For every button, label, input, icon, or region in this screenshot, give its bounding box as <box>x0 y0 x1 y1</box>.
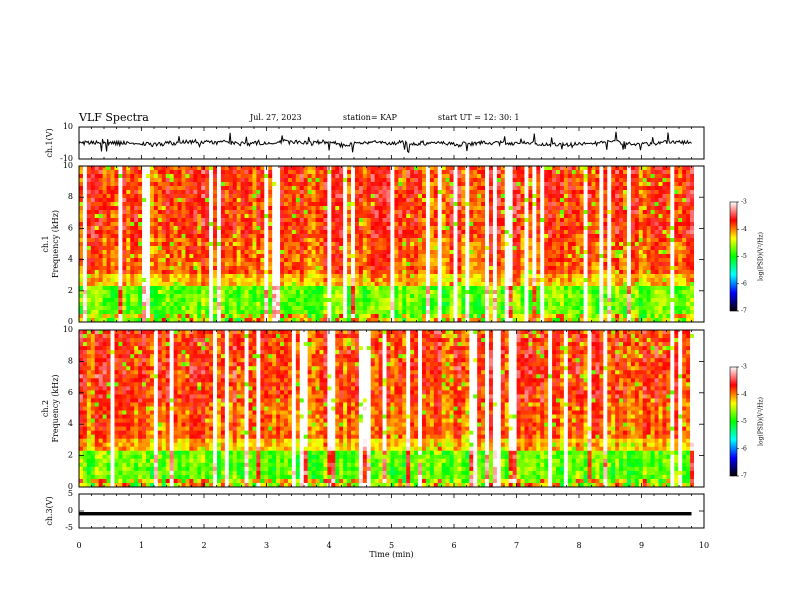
ch2-spectrogram-ytick-label: 4 <box>68 419 73 428</box>
ch2-spectrogram-ytick-label: 10 <box>63 325 73 334</box>
xaxis-label: Time (min) <box>369 550 413 559</box>
ch1-ylabel: ch.1(V) <box>45 128 54 157</box>
ch1-spectrogram-colorbar-tick-label: -7 <box>741 308 747 315</box>
ch1-spectrogram-colorbar-tick-label: -4 <box>741 226 747 233</box>
xtick-label: 8 <box>576 541 581 550</box>
ch1-spectrogram-ytick-label: 4 <box>68 255 73 264</box>
ch2-spectrogram-ytick-label: 6 <box>68 388 73 397</box>
ch1-waveform-ytick-label: 10 <box>63 122 73 131</box>
ch2-spectrogram-ytick-label: 2 <box>68 451 73 460</box>
ch3-waveform-ytick-label: -5 <box>65 523 73 532</box>
start-time-label: start UT = 12: 30: 1 <box>438 113 520 122</box>
ch2-spectrogram-ytick-label: 8 <box>68 356 73 365</box>
ch2-spectrogram-colorbar-tick-label: -7 <box>741 473 747 480</box>
xtick-label: 2 <box>201 541 206 550</box>
figure-title: VLF Spectra <box>79 111 149 124</box>
xtick-label: 5 <box>389 541 394 550</box>
xtick-label: 1 <box>139 541 144 550</box>
ch2-spectrogram-colorbar-tick-label: -3 <box>741 364 747 371</box>
ch1-spectrogram-ytick-label: 6 <box>68 223 73 232</box>
ch1-spectrogram-ylabel: ch.1 <box>41 235 50 252</box>
ch1-spectrogram-colorbar-label: log(PSD)(V²/Hz) <box>758 232 765 281</box>
ch3-waveform-ytick-label: 5 <box>68 489 73 498</box>
ch1-waveform-ytick-label: -10 <box>60 154 73 163</box>
ch1-trace <box>78 131 692 154</box>
ch1-spectrogram-ylabel2: Frequency (kHz) <box>51 210 60 278</box>
xtick-label: 3 <box>264 541 269 550</box>
xtick-label: 7 <box>514 541 519 550</box>
date-label: Jul. 27, 2023 <box>250 113 302 122</box>
xtick-label: 6 <box>451 541 456 550</box>
ch2-spectrogram-image <box>79 330 704 488</box>
station-label: station= KAP <box>343 113 397 122</box>
xtick-label: 4 <box>326 541 331 550</box>
xtick-label: 0 <box>76 541 81 550</box>
ch1-spectrogram-colorbar <box>729 201 738 312</box>
xtick-label: 10 <box>699 541 709 550</box>
ch2-spectrogram-ylabel: ch.2 <box>41 400 50 417</box>
ch1-spectrogram-colorbar-tick-label: -3 <box>741 199 747 206</box>
ch3-ylabel: ch.3(V) <box>45 496 54 525</box>
ch2-spectrogram-colorbar-tick-label: -4 <box>741 391 747 398</box>
ch2-spectrogram-colorbar <box>729 366 738 477</box>
ch2-spectrogram-colorbar-tick-label: -6 <box>741 445 747 452</box>
ch3-waveform-ytick-label: 0 <box>68 506 73 515</box>
ch1-spectrogram-image <box>79 166 704 323</box>
ch3-waveform-frame <box>78 493 705 529</box>
ch1-spectrogram-colorbar-tick-label: -5 <box>741 253 747 260</box>
ch3-trace <box>79 512 692 516</box>
ch2-spectrogram-ytick-label: 0 <box>68 482 73 491</box>
ch1-spectrogram-colorbar-tick-label: -6 <box>741 280 747 287</box>
ch1-spectrogram-ytick-label: 0 <box>68 317 73 326</box>
ch1-spectrogram-ytick-label: 8 <box>68 192 73 201</box>
ch1-spectrogram-ytick-label: 10 <box>63 161 73 170</box>
ch2-spectrogram-colorbar-tick-label: -5 <box>741 418 747 425</box>
xtick-label: 9 <box>639 541 644 550</box>
ch2-spectrogram-colorbar-label: log(PSD)(V²/Hz) <box>758 397 765 446</box>
ch2-spectrogram-ylabel2: Frequency (kHz) <box>51 374 60 442</box>
ch1-spectrogram-ytick-label: 2 <box>68 286 73 295</box>
